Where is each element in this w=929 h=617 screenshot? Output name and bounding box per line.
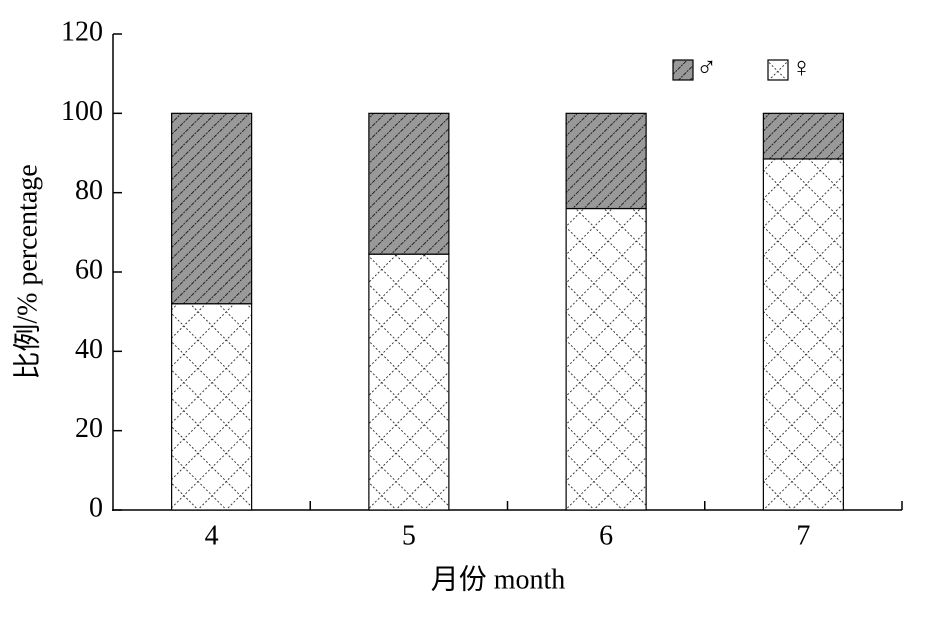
bar-segment <box>368 253 450 511</box>
bar-segment <box>171 112 253 305</box>
legend-swatch <box>767 59 789 81</box>
x-axis-label: 月份 month <box>431 563 566 595</box>
y-tick-label: 40 <box>75 334 103 365</box>
y-tick-label: 60 <box>75 254 103 285</box>
legend-swatch <box>672 59 694 81</box>
legend-label: ♀ <box>791 52 812 83</box>
y-tick-label: 120 <box>61 16 103 47</box>
y-axis-label: 比例/% percentage <box>11 164 43 379</box>
x-tick-label: 6 <box>599 520 613 551</box>
bar-segment <box>565 207 647 511</box>
bar-segment <box>368 112 450 255</box>
x-tick-label: 7 <box>796 520 810 551</box>
y-tick-label: 20 <box>75 413 103 444</box>
y-tick-label: 100 <box>61 96 103 127</box>
bar-segment <box>565 112 647 210</box>
y-tick-label: 0 <box>89 492 103 523</box>
bar-segment <box>171 303 253 511</box>
x-tick-label: 4 <box>205 520 219 551</box>
x-tick-label: 5 <box>402 520 416 551</box>
bar-segment <box>762 112 844 160</box>
legend-label: ♂ <box>696 52 717 83</box>
bar-segment <box>762 158 844 511</box>
y-tick-label: 80 <box>75 175 103 206</box>
